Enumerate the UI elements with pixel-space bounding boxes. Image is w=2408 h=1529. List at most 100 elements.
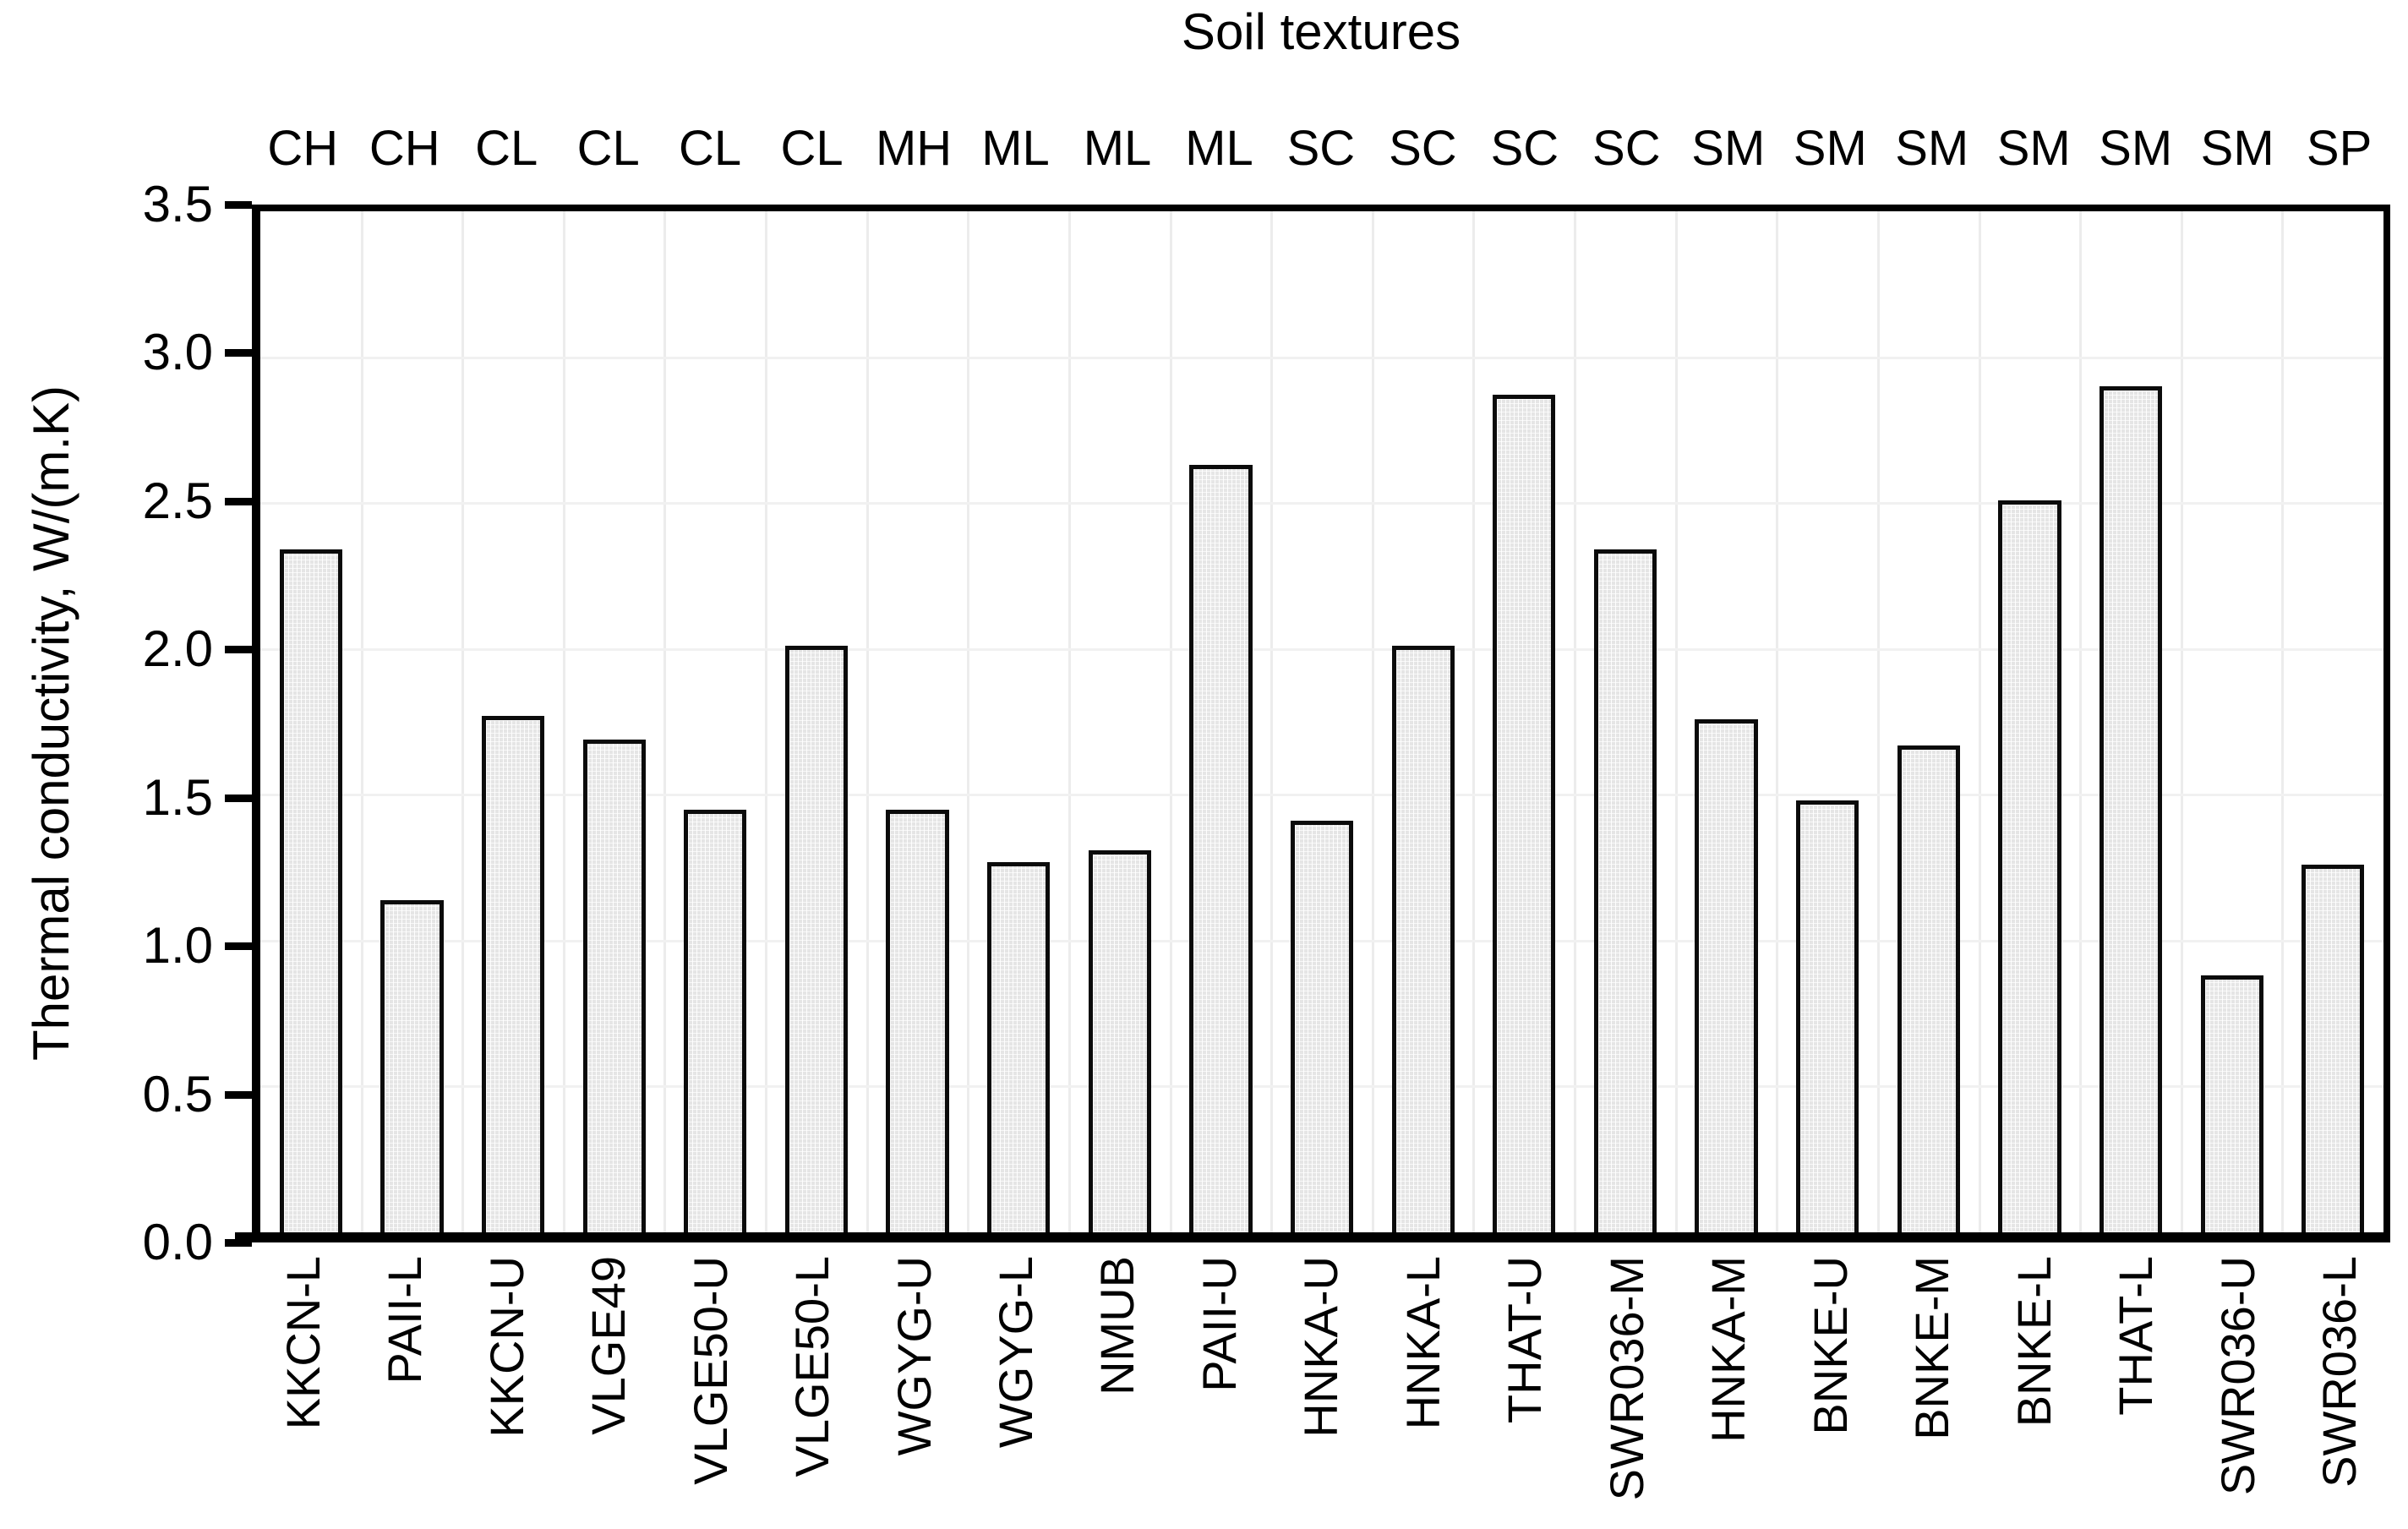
bar-slot-KKCN-L	[260, 211, 362, 1232]
sample-label-cell: HNKA-M	[1678, 1256, 1779, 1526]
sample-label-cell: PAII-U	[1168, 1256, 1270, 1526]
vertical-gridline	[865, 211, 869, 1232]
bar-BNKE-M	[1897, 745, 1960, 1232]
bar-SWR036-U	[2200, 975, 2263, 1232]
bar-PAII-U	[1189, 465, 1253, 1232]
texture-label-cell: ML	[964, 108, 1066, 176]
bar-HNKA-M	[1695, 718, 1758, 1232]
texture-label-cell: SC	[1270, 108, 1372, 176]
horizontal-gridline	[260, 356, 2383, 359]
texture-label-cell: SM	[2084, 108, 2186, 176]
texture-label-cell: CL	[761, 108, 862, 176]
y-tick-mark-3.0	[225, 349, 252, 358]
texture-label-cell: SM	[1983, 108, 2084, 176]
texture-label: SC	[1490, 121, 1559, 176]
y-tick-mark-3.5	[225, 201, 252, 209]
sample-label: THAT-U	[1498, 1256, 1552, 1424]
bar-slot-WGYG-L	[968, 211, 1069, 1232]
bar-slot-PAII-L	[362, 211, 463, 1232]
texture-label: SP	[2306, 121, 2373, 176]
bar-slot-VLGE50-U	[665, 211, 767, 1232]
sample-label-cell: VLGE50-U	[659, 1256, 761, 1526]
sample-label-cell: KKCN-L	[252, 1256, 353, 1526]
sample-label-cell: THAT-L	[2084, 1256, 2186, 1526]
vertical-gridline	[1169, 211, 1172, 1232]
sample-label-cell: SWR036-L	[2288, 1256, 2389, 1526]
y-tick-mark-2.5	[225, 497, 252, 505]
bar-VLGE50-U	[684, 809, 747, 1232]
texture-label: CH	[369, 121, 440, 176]
horizontal-gridline	[260, 647, 2383, 651]
sample-label: SWR036-L	[2312, 1256, 2367, 1488]
texture-label: SC	[1389, 121, 1457, 176]
bar-WGYG-L	[987, 861, 1051, 1232]
texture-label-cell: CH	[353, 108, 455, 176]
sample-label: VLGE50-U	[683, 1256, 737, 1485]
texture-label-cell: CL	[659, 108, 761, 176]
plot-frame	[252, 205, 2390, 1242]
sample-label-cell: SWR036-U	[2187, 1256, 2288, 1526]
bar-THAT-L	[2099, 386, 2163, 1232]
sample-label-cell: VLGE50-L	[761, 1256, 862, 1526]
texture-label: CL	[780, 121, 844, 176]
texture-label-cell: SM	[1779, 108, 1881, 176]
texture-label: SM	[1691, 121, 1766, 176]
y-tick-label-2.0: 2.0	[142, 620, 213, 678]
sample-label-cell: THAT-U	[1474, 1256, 1575, 1526]
sample-label: WGYG-L	[989, 1256, 1043, 1449]
texture-label-cell: CL	[456, 108, 557, 176]
vertical-gridline	[765, 211, 768, 1232]
texture-label-cell: SM	[1881, 108, 1983, 176]
sample-label: HNKA-U	[1294, 1256, 1348, 1438]
texture-label-cell: CH	[252, 108, 353, 176]
chart-top-title: Soil textures	[1181, 3, 1461, 60]
bar-slot-BNKE-L	[1979, 211, 2081, 1232]
texture-label-cell: MH	[863, 108, 964, 176]
y-tick-mark-0.0	[225, 1239, 252, 1247]
sample-label: WGYG-U	[887, 1256, 941, 1456]
vertical-gridline	[461, 211, 465, 1232]
vertical-gridline	[1776, 211, 1779, 1232]
vertical-gridline	[562, 211, 565, 1232]
vertical-gridline	[2180, 211, 2183, 1232]
sample-label: VLGE49	[582, 1256, 636, 1435]
bar-PAII-L	[380, 899, 444, 1232]
texture-label-cell: SM	[2187, 108, 2288, 176]
vertical-gridline	[1371, 211, 1374, 1232]
vertical-gridline	[967, 211, 970, 1232]
horizontal-gridline	[260, 502, 2383, 505]
texture-label: SM	[1793, 121, 1867, 176]
texture-label: MH	[875, 121, 953, 176]
vertical-gridline	[663, 211, 667, 1232]
sample-label: HNKA-M	[1701, 1256, 1755, 1443]
y-tick-mark-0.5	[225, 1090, 252, 1099]
texture-label-cell: ML	[1067, 108, 1168, 176]
y-tick-label-1.5: 1.5	[142, 768, 213, 826]
sample-label: PAII-L	[378, 1256, 432, 1384]
vertical-gridline	[1067, 211, 1071, 1232]
bar-THAT-U	[1493, 395, 1556, 1232]
vertical-gridline	[360, 211, 363, 1232]
bar-slot-THAT-U	[1474, 211, 1575, 1232]
texture-label-cell: SM	[1678, 108, 1779, 176]
vertical-gridline	[1472, 211, 1476, 1232]
bar-slot-HNKA-M	[1676, 211, 1777, 1232]
vertical-gridline	[1270, 211, 1274, 1232]
horizontal-gridline	[260, 794, 2383, 797]
bar-slot-SWR036-U	[2181, 211, 2283, 1232]
y-tick-mark-1.0	[225, 942, 252, 951]
texture-label: ML	[1185, 121, 1253, 176]
sample-label-cell: KKCN-U	[456, 1256, 557, 1526]
y-tick-label-1.0: 1.0	[142, 917, 213, 975]
texture-label: SC	[1286, 121, 1356, 176]
texture-label: CL	[679, 121, 742, 176]
bar-slot-BNKE-M	[1878, 211, 1979, 1232]
sample-label-cell: SWR036-M	[1575, 1256, 1677, 1526]
vertical-gridline	[1876, 211, 1880, 1232]
texture-label: CL	[576, 121, 640, 176]
vertical-gridline	[1574, 211, 1577, 1232]
texture-label-cell: SC	[1575, 108, 1677, 176]
bar-WGYG-U	[886, 809, 949, 1232]
y-tick-mark-2.0	[225, 646, 252, 654]
sample-label-cell: NMUB	[1067, 1256, 1168, 1526]
